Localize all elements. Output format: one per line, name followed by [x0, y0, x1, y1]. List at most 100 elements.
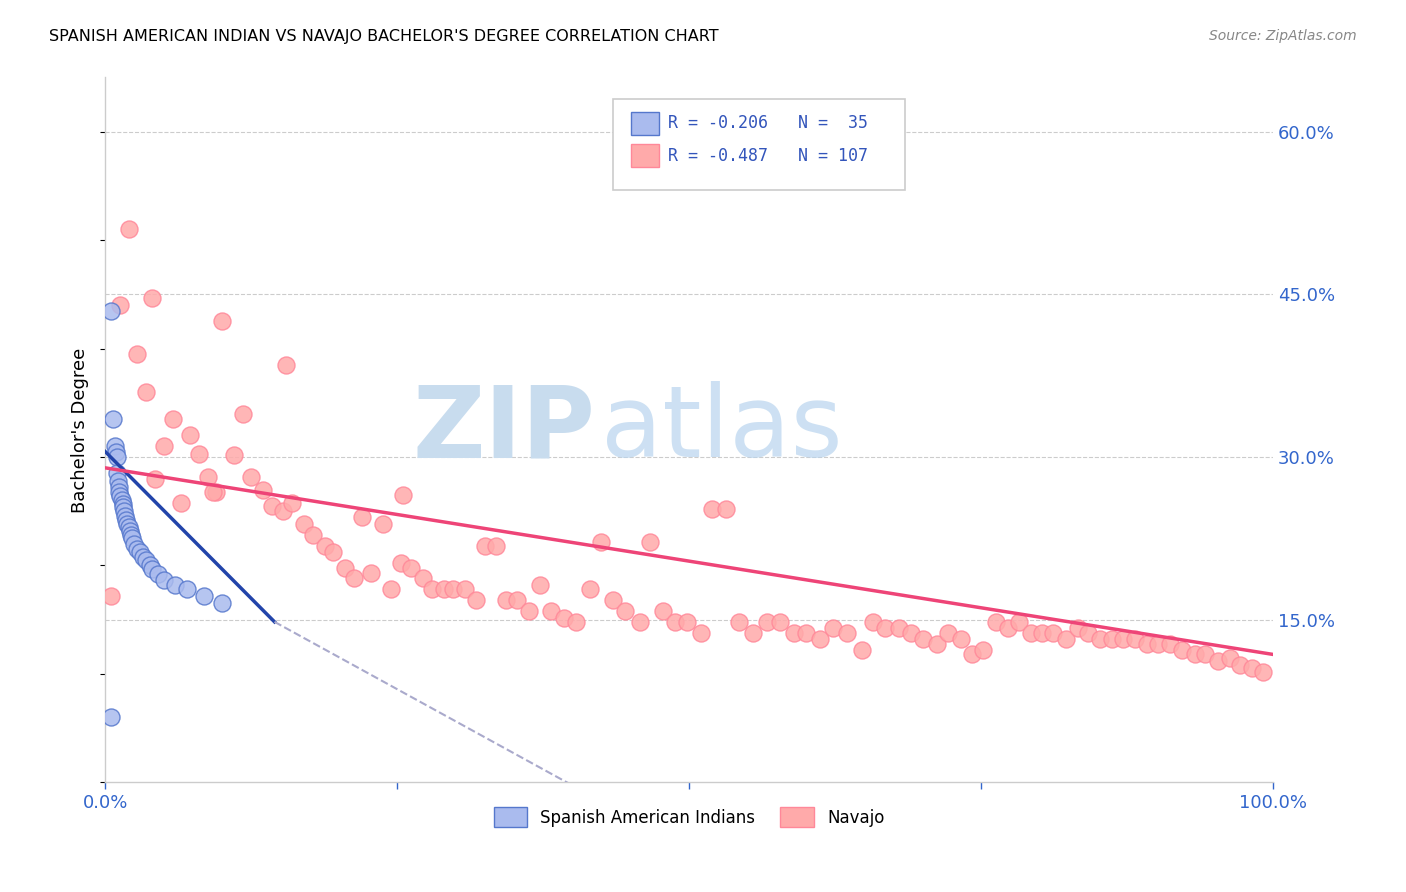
Point	[997, 621, 1019, 635]
Point	[360, 566, 382, 580]
Point	[972, 643, 994, 657]
Point	[333, 560, 356, 574]
Point	[114, 508, 136, 523]
Point	[1136, 636, 1159, 650]
Point	[145, 472, 167, 486]
Point	[578, 582, 600, 597]
Point	[117, 520, 139, 534]
Point	[652, 604, 675, 618]
Point	[474, 539, 496, 553]
Point	[281, 495, 304, 509]
Point	[1042, 625, 1064, 640]
Point	[529, 578, 551, 592]
Point	[835, 625, 858, 640]
Point	[108, 480, 131, 494]
Point	[165, 578, 187, 592]
Text: R = -0.206   N =  35: R = -0.206 N = 35	[668, 114, 868, 132]
Point	[454, 582, 477, 597]
Point	[485, 539, 508, 553]
Text: atlas: atlas	[602, 382, 844, 478]
Point	[862, 615, 884, 629]
Point	[728, 615, 751, 629]
Point	[135, 384, 157, 399]
Point	[138, 558, 160, 573]
Point	[110, 298, 132, 312]
Point	[117, 517, 139, 532]
Point	[495, 593, 517, 607]
Point	[110, 489, 132, 503]
Bar	[631, 112, 658, 135]
Point	[111, 497, 134, 511]
Point	[412, 572, 434, 586]
Point	[108, 484, 131, 499]
Point	[716, 502, 738, 516]
Point	[433, 582, 456, 597]
Point	[292, 517, 315, 532]
Point	[104, 444, 127, 458]
Point	[252, 483, 274, 497]
Point	[1229, 658, 1251, 673]
Point	[702, 502, 724, 516]
Point	[1054, 632, 1077, 647]
Point	[187, 447, 209, 461]
Point	[111, 500, 134, 514]
Point	[371, 517, 394, 532]
Point	[517, 604, 540, 618]
Point	[232, 407, 254, 421]
Point	[591, 534, 613, 549]
Point	[664, 615, 686, 629]
Point	[769, 615, 792, 629]
Point	[141, 291, 163, 305]
Point	[553, 610, 575, 624]
Point	[112, 504, 135, 518]
Point	[1170, 643, 1192, 657]
Point	[564, 615, 586, 629]
Point	[107, 474, 129, 488]
Point	[222, 448, 245, 462]
Point	[540, 604, 562, 618]
Point	[380, 582, 402, 597]
Point	[1019, 625, 1042, 640]
Point	[152, 573, 174, 587]
Point	[135, 553, 157, 567]
Point	[1159, 636, 1181, 650]
Point	[322, 545, 344, 559]
Point	[1123, 632, 1146, 647]
Point	[205, 484, 228, 499]
Point	[420, 582, 443, 597]
Point	[121, 532, 143, 546]
Point	[950, 632, 973, 647]
Point	[1219, 650, 1241, 665]
Point	[675, 615, 697, 629]
Point	[131, 549, 153, 564]
Point	[271, 504, 294, 518]
Text: R = -0.487   N = 107: R = -0.487 N = 107	[668, 146, 868, 165]
Point	[1147, 636, 1170, 650]
Point	[1077, 625, 1099, 640]
Point	[441, 582, 464, 597]
Point	[640, 534, 662, 549]
Point	[120, 528, 142, 542]
Point	[689, 625, 711, 640]
FancyBboxPatch shape	[613, 99, 905, 190]
Point	[1194, 648, 1216, 662]
Point	[925, 636, 948, 650]
Point	[1101, 632, 1123, 647]
Point	[179, 428, 201, 442]
Point	[103, 439, 125, 453]
Point	[152, 439, 174, 453]
Point	[193, 589, 215, 603]
Point	[851, 643, 873, 657]
Point	[240, 469, 263, 483]
Point	[900, 625, 922, 640]
Point	[875, 621, 897, 635]
Point	[302, 528, 325, 542]
Y-axis label: Bachelor's Degree: Bachelor's Degree	[72, 347, 89, 513]
Point	[911, 632, 934, 647]
Text: Source: ZipAtlas.com: Source: ZipAtlas.com	[1209, 29, 1357, 44]
Point	[756, 615, 779, 629]
Legend: Spanish American Indians, Navajo: Spanish American Indians, Navajo	[486, 800, 891, 834]
Point	[100, 589, 122, 603]
Point	[1206, 654, 1229, 668]
Point	[506, 593, 529, 607]
